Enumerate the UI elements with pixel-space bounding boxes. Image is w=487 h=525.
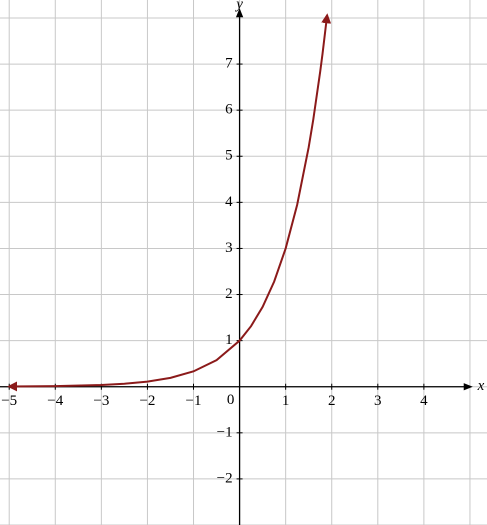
y-tick-label: −2 — [217, 470, 233, 486]
x-tick-label: −2 — [139, 393, 155, 409]
x-tick-label: 2 — [328, 393, 336, 409]
y-tick-label: 4 — [225, 194, 233, 210]
origin-label: 0 — [227, 392, 235, 408]
y-tick-label: 5 — [225, 148, 233, 164]
x-tick-label: −5 — [1, 393, 17, 409]
x-tick-label: 4 — [420, 393, 428, 409]
y-axis-label: y — [234, 0, 243, 12]
y-tick-label: 2 — [225, 286, 233, 302]
x-tick-label: 1 — [282, 393, 290, 409]
curve — [7, 13, 332, 392]
x-tick-label: −1 — [186, 393, 202, 409]
y-tick-label: 1 — [225, 332, 233, 348]
x-tick-label: 3 — [374, 393, 382, 409]
x-tick-label: −3 — [93, 393, 109, 409]
y-tick-label: 3 — [225, 240, 233, 256]
x-tick-label: −4 — [47, 393, 63, 409]
y-tick-label: 6 — [225, 102, 233, 118]
y-tick-label: −1 — [217, 424, 233, 440]
y-tick-label: 7 — [225, 56, 233, 72]
x-axis-label: x — [477, 378, 485, 394]
